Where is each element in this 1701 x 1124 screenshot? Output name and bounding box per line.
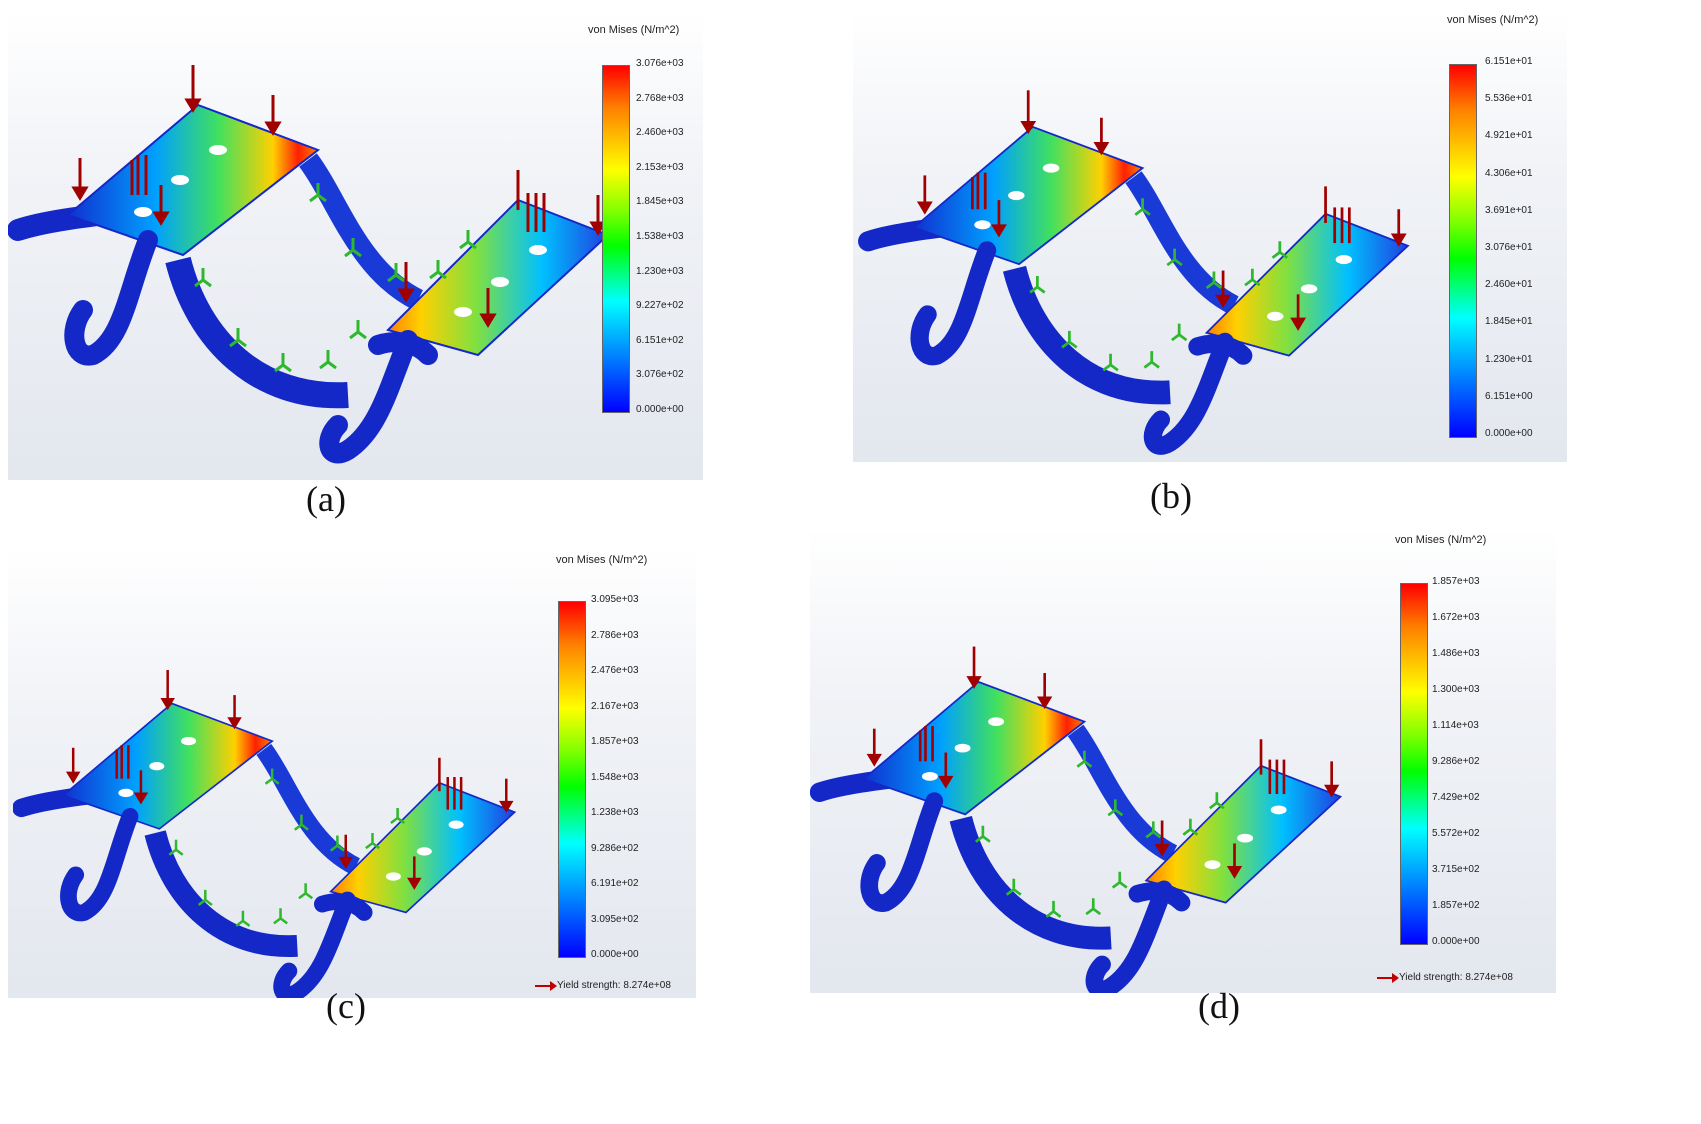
yield-label: Yield strength: 8.274e+08 [1399,972,1513,983]
panel-d: von Mises (N/m^2) Yield strength: 8.274e… [810,528,1556,993]
colorbar [1400,583,1428,945]
colorbar-tick-label: 2.476e+03 [591,665,639,676]
yield-arrow-icon [1377,972,1399,983]
colorbar-tick-label: 1.548e+03 [591,771,639,783]
colorbar-tick-label: 0.000e+00 [636,404,684,415]
colorbar-tick-label: 9.286e+02 [591,842,639,854]
colorbar-tick-label: 4.306e+01 [1485,167,1533,179]
yield-arrow-icon [535,980,557,991]
colorbar-tick-label: 3.095e+02 [591,913,639,925]
colorbar-tick-label: 5.536e+01 [1485,93,1533,105]
colorbar-tick-label: 2.460e+03 [636,127,684,139]
caption-d: (d) [1198,986,1240,1026]
colorbar-tick-label: 2.460e+01 [1485,279,1533,291]
colorbar-tick-label: 1.538e+03 [636,231,684,242]
colorbar-tick-label: 2.153e+03 [636,161,684,173]
colorbar-tick-label: 1.672e+03 [1432,612,1480,623]
legend-title: von Mises (N/m^2) [588,24,680,36]
colorbar-tick-label: 3.076e+01 [1485,242,1533,253]
colorbar-tick-label: 1.857e+02 [1432,900,1480,911]
colorbar-tick-label: 1.238e+03 [591,807,639,818]
panel-b: von Mises (N/m^2) 6.151e+01 5.536e+01 4.92… [853,10,1567,462]
panel-a: von Mises (N/m^2) 3.076e+03 2.768e+03 2.46… [8,10,703,480]
colorbar-tick-label: 0.000e+00 [1485,428,1533,439]
colorbar-tick-label: 1.230e+01 [1485,353,1533,365]
yield-strength: Yield strength: 8.274e+08 [1377,972,1513,983]
colorbar-tick-label: 2.768e+03 [636,92,684,104]
colorbar-tick-label: 9.286e+02 [1432,756,1480,767]
colorbar-tick-label: 3.076e+02 [636,369,684,381]
colorbar-tick-label: 3.076e+03 [636,58,684,69]
legend-title: von Mises (N/m^2) [1395,534,1487,546]
caption-a: (a) [306,479,346,519]
colorbar-tick-label: 6.151e+00 [1485,390,1533,402]
yield-label: Yield strength: 8.274e+08 [557,980,671,991]
colorbar [1449,64,1477,438]
colorbar-tick-label: 6.191e+02 [591,878,639,889]
legend-title: von Mises (N/m^2) [1447,14,1539,26]
colorbar [602,65,630,413]
colorbar-tick-label: 1.845e+03 [636,196,684,208]
colorbar-tick-label: 5.572e+02 [1432,828,1480,839]
colorbar-tick-label: 1.230e+03 [636,265,684,277]
colorbar-tick-label: 1.114e+03 [1432,720,1479,731]
caption-b: (b) [1150,476,1192,516]
bracket-model [8,10,618,480]
colorbar-tick-label: 2.167e+03 [591,700,639,712]
colorbar-tick-label: 6.151e+01 [1485,56,1533,67]
colorbar-tick-label: 0.000e+00 [591,949,639,960]
colorbar-tick-label: 1.857e+03 [591,736,639,747]
legend-title: von Mises (N/m^2) [556,554,648,566]
colorbar-tick-label: 1.486e+03 [1432,648,1480,659]
caption-c: (c) [326,986,366,1026]
colorbar-tick-label: 7.429e+02 [1432,792,1480,803]
colorbar-tick-label: 3.691e+01 [1485,204,1533,216]
bracket-model [810,598,1350,993]
colorbar-tick-label: 1.857e+03 [1432,576,1480,587]
colorbar-tick-label: 4.921e+01 [1485,130,1533,142]
colorbar-tick-label: 6.151e+02 [636,334,684,346]
bracket-model [858,40,1418,462]
bracket-model [13,623,523,998]
colorbar-tick-label: 0.000e+00 [1432,936,1480,947]
colorbar-tick-label: 1.845e+01 [1485,316,1533,328]
colorbar-tick-label: 3.715e+02 [1432,864,1480,875]
yield-strength: Yield strength: 8.274e+08 [535,980,671,991]
panel-c: von Mises (N/m^2) Yield strength: 8.274e… [8,548,696,998]
colorbar-tick-label: 9.227e+02 [636,300,684,312]
colorbar [558,601,586,958]
colorbar-tick-label: 3.095e+03 [591,594,639,605]
colorbar-tick-label: 2.786e+03 [591,629,639,641]
colorbar-tick-label: 1.300e+03 [1432,684,1480,695]
